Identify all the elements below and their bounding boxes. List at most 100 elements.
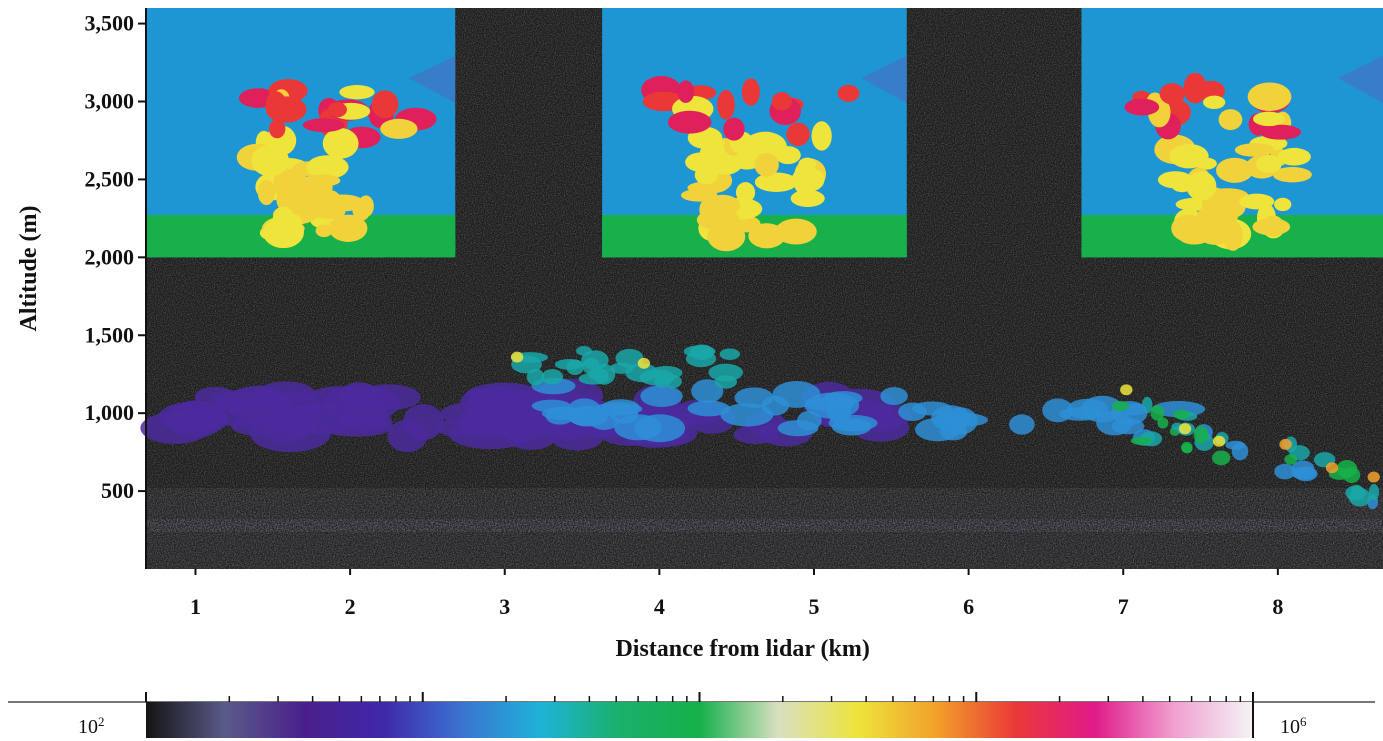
cloud-blob <box>1203 95 1226 110</box>
cloud-blob <box>707 221 746 252</box>
cloud-blob <box>837 84 860 102</box>
cloud-blob <box>1239 193 1275 210</box>
cloud-blob <box>295 188 327 219</box>
cloud-blob <box>754 152 779 177</box>
cloud-blob <box>771 92 792 111</box>
cloud-blob <box>1196 204 1238 229</box>
cloud-blob <box>321 194 365 212</box>
plume-blob <box>510 351 524 363</box>
colorbar-min-label: 102 <box>78 714 105 739</box>
plume-blob <box>541 369 564 385</box>
cloud-blob <box>306 155 349 180</box>
cloud-blob <box>251 144 290 177</box>
y-tick-label: 2,500 <box>85 166 135 191</box>
cloud-blob <box>1169 143 1209 169</box>
cloud-blob <box>339 85 375 100</box>
x-tick-label: 4 <box>654 594 665 619</box>
cloud-blob <box>677 80 695 103</box>
x-tick-label: 6 <box>963 594 974 619</box>
cloud-blob <box>1272 167 1312 183</box>
cloud-blob <box>1253 111 1285 127</box>
cloud-blob <box>1183 72 1207 104</box>
plume-blob <box>719 348 740 360</box>
plume-blob <box>526 368 545 386</box>
cloud-blob <box>268 119 286 139</box>
cloud-blob <box>1223 220 1243 251</box>
cloud-blob <box>667 110 712 134</box>
y-tick-label: 3,500 <box>85 11 135 36</box>
cloud-blob <box>791 167 825 193</box>
plume-blob <box>639 369 675 386</box>
cloud-blob <box>685 152 716 172</box>
cloud-blob <box>723 117 745 141</box>
plume-blob <box>777 420 819 437</box>
plume-blob <box>1096 410 1133 436</box>
plume-blob <box>609 362 634 374</box>
cloud-blob <box>328 214 368 242</box>
x-tick-label: 7 <box>1118 594 1129 619</box>
plume-blob <box>1345 485 1366 501</box>
cloud-blob <box>257 179 276 206</box>
cloud-blob <box>786 122 810 147</box>
cloud-blob <box>1234 143 1275 157</box>
cloud-blob <box>1277 147 1311 166</box>
plume-blob <box>1212 435 1226 447</box>
y-tick-label: 3,000 <box>85 89 135 114</box>
colorbar-strip <box>146 702 1253 738</box>
cloud-blob <box>1171 214 1206 242</box>
plume-blob <box>582 357 600 375</box>
plume-blob <box>689 344 715 361</box>
plume-blob <box>720 403 774 427</box>
plume-blob <box>1284 454 1298 465</box>
plume-layer <box>140 344 1380 510</box>
plume-blob <box>614 414 662 441</box>
plume-blob <box>531 377 576 395</box>
plume-blob <box>1368 483 1380 501</box>
plume-blob <box>463 403 542 425</box>
cloud-blob <box>274 170 304 201</box>
cloud-blob <box>1262 215 1285 237</box>
plume-blob <box>1231 442 1249 461</box>
inset-haze <box>861 56 907 103</box>
plume-blob <box>805 397 854 412</box>
cloud-blob <box>1159 83 1185 105</box>
plume-blob <box>1009 414 1035 435</box>
cloud-blob <box>380 118 418 139</box>
plume-blob <box>1111 400 1129 412</box>
cloud-blob <box>699 197 719 223</box>
plume-blob <box>637 357 651 369</box>
plume-blob <box>1336 459 1358 478</box>
plume-blob <box>566 359 584 375</box>
plume-blob <box>880 387 908 406</box>
cloud-blob <box>327 102 347 118</box>
y-tick-label: 500 <box>101 478 134 503</box>
cloud-blob <box>302 118 345 132</box>
plume-blob <box>691 379 724 403</box>
x-tick-label: 1 <box>190 594 201 619</box>
plume-blob <box>1193 425 1209 444</box>
colorbar: 102 106 <box>8 692 1375 738</box>
ground-haze <box>146 519 1383 569</box>
cloud-blob <box>272 206 295 234</box>
plume-blob <box>761 396 789 416</box>
x-tick-label: 8 <box>1272 594 1283 619</box>
y-tick-label: 2,000 <box>85 244 135 269</box>
cloud-blob <box>811 121 832 151</box>
cloud-blob <box>775 218 817 245</box>
x-axis-title: Distance from lidar (km) <box>615 636 869 662</box>
plume-blob <box>166 400 226 438</box>
cloud-blob <box>710 159 735 175</box>
colorbar-ticks <box>145 692 1254 738</box>
cloud-blob <box>302 174 341 187</box>
plume-blob <box>714 375 737 389</box>
cloud-blob <box>1206 188 1249 203</box>
plume-blob <box>1178 423 1192 435</box>
cloud-blob <box>735 182 756 203</box>
cloud-blob <box>741 78 760 106</box>
plume-blob <box>594 402 643 416</box>
plume-blob <box>1291 466 1317 480</box>
plume-blob <box>545 407 575 425</box>
cloud-blob <box>357 195 374 218</box>
plume-blob <box>1181 441 1193 453</box>
